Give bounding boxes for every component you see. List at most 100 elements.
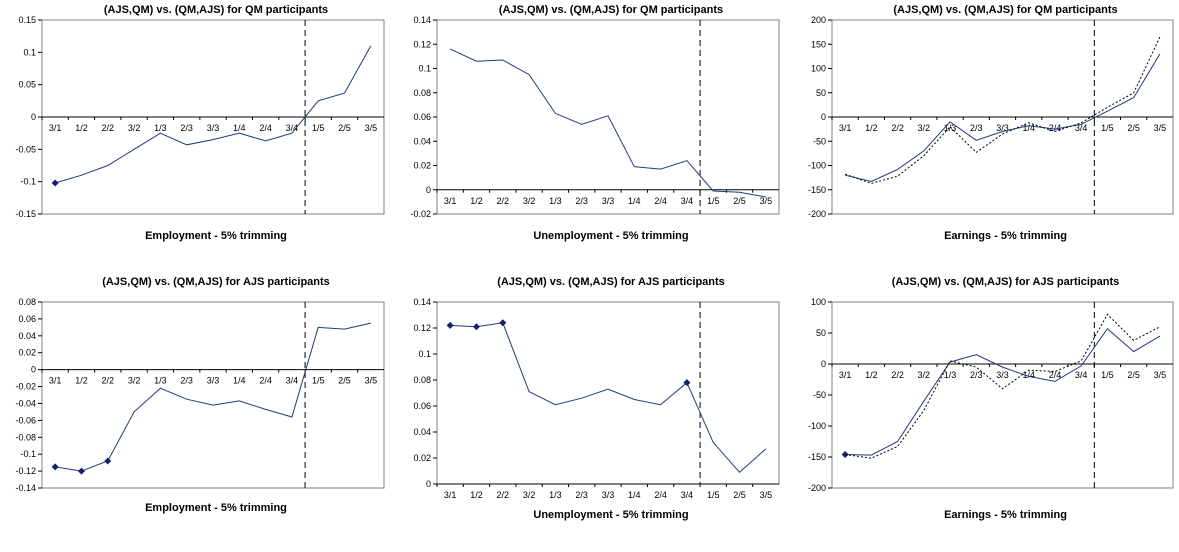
- x-tick-label: 3/4: [1075, 370, 1088, 380]
- x-tick-label: 3/5: [365, 123, 378, 133]
- x-tick-label: 1/5: [707, 490, 720, 500]
- y-tick-label: -200: [808, 483, 826, 493]
- x-tick-label: 2/3: [970, 123, 983, 133]
- data-point-marker: [446, 321, 454, 329]
- y-tick-label: 0: [426, 479, 431, 489]
- series-line-1: [844, 53, 1161, 183]
- chart-svg: -0.02 0 0.02 0.04 0.06 0.08 0.1 0.12 0.14 3/1 1/2 2…: [410, 15, 780, 219]
- y-tick-label: 0.06: [413, 401, 431, 411]
- y-tick-label: -50: [813, 136, 826, 146]
- x-tick-label: 3/3: [996, 370, 1009, 380]
- x-tick-label: 1/2: [75, 376, 88, 386]
- chart-svg: -0.15 -0.1 -0.05 0 0.05 0.1 0.15 3/1 1/2 2/2 3/2 1/…: [15, 15, 385, 219]
- y-tick-label: 50: [816, 328, 826, 338]
- x-tick-label: 1/2: [75, 123, 88, 133]
- x-tick-label: 1/4: [628, 196, 641, 206]
- x-tick-label: 2/2: [891, 370, 904, 380]
- series-line-2: [845, 313, 1161, 459]
- x-tick-label: 2/3: [970, 370, 983, 380]
- x-tick-label: 2/5: [338, 376, 351, 386]
- y-tick-label: 0: [821, 112, 826, 122]
- x-tick-label: 3/3: [207, 376, 220, 386]
- x-tick-label: 3/3: [602, 196, 615, 206]
- chart-panel-6: (AJS,QM) vs. (QM,AJS) for AJS participan…: [790, 276, 1179, 552]
- chart-title: (AJS,QM) vs. (QM,AJS) for QM participant…: [103, 4, 329, 16]
- x-tick-label: 2/2: [102, 376, 115, 386]
- y-tick-label: 0.08: [413, 88, 431, 98]
- plot-area: [41, 301, 385, 489]
- y-tick-label: -0.14: [15, 483, 36, 493]
- y-tick-label: 0.06: [413, 112, 431, 122]
- y-tick-label: -150: [808, 452, 826, 462]
- y-tick-label: 0: [426, 185, 431, 195]
- data-point-marker: [51, 463, 59, 471]
- chart-title: (AJS,QM) vs. (QM,AJS) for AJS participan…: [497, 276, 725, 288]
- x-tick-label: 1/4: [1022, 123, 1035, 133]
- x-tick-label: 1/4: [628, 490, 641, 500]
- data-point-marker: [683, 379, 691, 387]
- x-tick-label: 1/3: [154, 376, 167, 386]
- x-tick-label: 3/2: [918, 123, 931, 133]
- y-tick-label: 0: [31, 365, 36, 375]
- y-tick-label: 150: [811, 39, 826, 49]
- chart-svg: 0 0.02 0.04 0.06 0.08 0.1 0.12 0.14 3/1 1/2 2/2 3/2…: [413, 297, 780, 500]
- x-tick-label: 3/3: [207, 123, 220, 133]
- chart-svg: -200 -150 -100 -50 0 50 100 3/1 1/2 2/2 3/2 1/3 2/3 3…: [808, 297, 1174, 493]
- x-tick-label: 3/5: [365, 376, 378, 386]
- y-tick-label: 0.02: [18, 348, 36, 358]
- x-tick-label: 3/2: [918, 370, 931, 380]
- series-line-1: [449, 48, 766, 198]
- y-tick-label: -100: [808, 161, 826, 171]
- x-axis-label: Earnings - 5% trimming: [944, 509, 1067, 521]
- y-tick-label: -100: [808, 421, 826, 431]
- x-tick-label: 3/1: [839, 370, 852, 380]
- x-tick-label: 3/1: [49, 376, 62, 386]
- x-tick-label: 1/5: [312, 123, 325, 133]
- chart-svg: -200 -150 -100 -50 0 50 100 150 200 3/1 1/2 2/2 3/2 1…: [808, 15, 1174, 219]
- x-tick-label: 1/2: [865, 370, 878, 380]
- chart-panel-5: (AJS,QM) vs. (QM,AJS) for AJS participan…: [395, 276, 785, 552]
- chart-title: (AJS,QM) vs. (QM,AJS) for AJS participan…: [102, 276, 330, 288]
- x-tick-label: 3/2: [128, 376, 141, 386]
- x-tick-label: 3/4: [681, 196, 694, 206]
- y-tick-label: -0.08: [15, 432, 36, 442]
- y-tick-label: 0.02: [413, 161, 431, 171]
- x-axis-label: Unemployment - 5% trimming: [533, 230, 689, 242]
- y-tick-label: 0.12: [413, 323, 431, 333]
- series-line-1: [55, 45, 372, 184]
- y-tick-label: 0.04: [18, 331, 36, 341]
- y-tick-label: 100: [811, 64, 826, 74]
- data-point-marker: [51, 179, 59, 187]
- x-tick-label: 2/2: [102, 123, 115, 133]
- y-tick-label: -0.02: [410, 209, 431, 219]
- y-tick-label: -0.1: [20, 449, 36, 459]
- x-tick-label: 2/4: [259, 376, 272, 386]
- x-tick-label: 2/4: [1049, 370, 1062, 380]
- y-tick-label: 0: [821, 359, 826, 369]
- x-tick-label: 1/5: [707, 196, 720, 206]
- x-tick-label: 3/4: [286, 376, 299, 386]
- chart-panel-4: (AJS,QM) vs. (QM,AJS) for AJS participan…: [0, 276, 390, 552]
- x-tick-label: 1/5: [1101, 370, 1114, 380]
- x-tick-label: 1/3: [944, 370, 957, 380]
- x-tick-label: 1/4: [233, 376, 246, 386]
- series-line-2: [844, 36, 1161, 184]
- y-tick-label: 0.02: [413, 453, 431, 463]
- x-axis-label: Earnings - 5% trimming: [944, 230, 1067, 242]
- series-line-1: [845, 327, 1161, 456]
- x-tick-label: 1/3: [549, 196, 562, 206]
- y-tick-label: -0.15: [15, 209, 36, 219]
- x-tick-label: 2/4: [654, 196, 667, 206]
- chart-panel-2: (AJS,QM) vs. (QM,AJS) for QM participant…: [395, 0, 785, 276]
- y-tick-label: -0.02: [15, 382, 36, 392]
- y-tick-label: 0.08: [413, 375, 431, 385]
- x-axis-label: Employment - 5% trimming: [145, 502, 287, 514]
- y-tick-label: -150: [808, 185, 826, 195]
- x-tick-label: 1/3: [944, 123, 957, 133]
- chart-title: (AJS,QM) vs. (QM,AJS) for QM participant…: [893, 4, 1118, 16]
- x-tick-label: 3/5: [760, 196, 773, 206]
- x-tick-label: 3/2: [523, 490, 536, 500]
- y-tick-label: -0.1: [20, 177, 36, 187]
- x-tick-label: 3/3: [602, 490, 615, 500]
- x-tick-label: 2/4: [654, 490, 667, 500]
